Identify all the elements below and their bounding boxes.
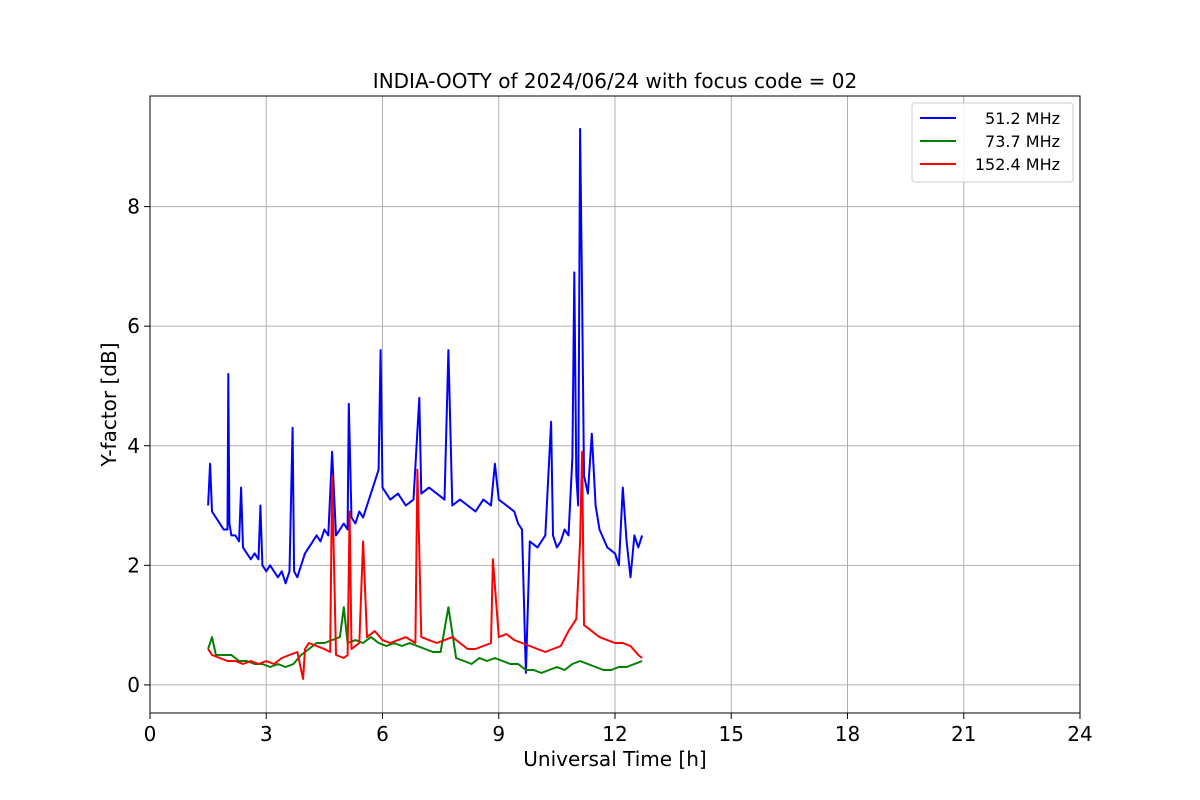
y-axis: 0 2 4 6 8 — [127, 195, 150, 697]
legend-box — [911, 102, 1074, 183]
legend-entry-label: 51.2 MHz — [985, 109, 1060, 128]
series-layer — [207, 127, 644, 680]
x-axis: 0 3 6 9 12 15 18 21 24 — [144, 713, 1093, 746]
x-tick-label: 15 — [719, 722, 744, 746]
x-tick-label: 6 — [376, 722, 389, 746]
y-tick-label: 0 — [127, 673, 140, 697]
y-tick-label: 2 — [127, 553, 140, 577]
chart-title: INDIA-OOTY of 2024/06/24 with focus code… — [373, 69, 857, 93]
series-line-2 — [207, 450, 643, 680]
x-tick-label: 3 — [260, 722, 273, 746]
x-tick-label: 12 — [602, 722, 627, 746]
y-tick-label: 6 — [127, 314, 140, 338]
x-tick-label: 21 — [951, 722, 976, 746]
series-line-1 — [207, 606, 643, 674]
y-tick-label: 4 — [127, 434, 140, 458]
x-axis-label: Universal Time [h] — [523, 747, 706, 771]
x-tick-label: 18 — [835, 722, 860, 746]
x-tick-label: 24 — [1067, 722, 1092, 746]
legend: 51.2 MHz 73.7 MHz 152.4 MHz — [911, 102, 1074, 183]
y-tick-label: 8 — [127, 195, 140, 219]
legend-entry-label: 152.4 MHz — [975, 155, 1060, 174]
legend-entry-label: 73.7 MHz — [985, 132, 1060, 151]
x-tick-label: 0 — [144, 722, 157, 746]
x-tick-label: 9 — [492, 722, 505, 746]
series-line-0 — [207, 127, 644, 674]
y-axis-label: Y-factor [dB] — [97, 342, 121, 467]
